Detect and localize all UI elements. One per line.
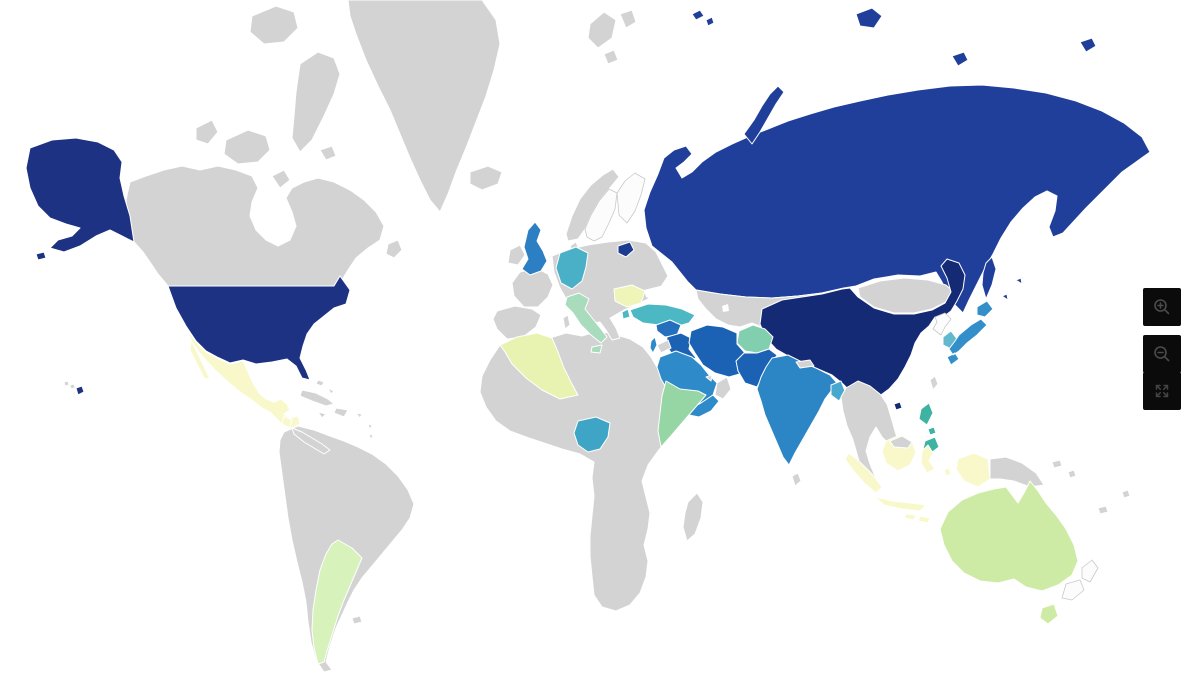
country-france[interactable] bbox=[511, 267, 554, 308]
country-yemen[interactable] bbox=[688, 394, 720, 418]
country-guatemala[interactable] bbox=[281, 415, 293, 429]
country-china[interactable] bbox=[759, 258, 966, 411]
russia-arctic-islands bbox=[691, 7, 1097, 301]
svalbard-islands bbox=[587, 9, 637, 65]
country-north-korea[interactable] bbox=[932, 312, 952, 336]
fullscreen-icon bbox=[1151, 380, 1173, 402]
country-russia[interactable] bbox=[643, 84, 1151, 314]
pacific-islands bbox=[1097, 489, 1131, 515]
country-canada[interactable] bbox=[125, 165, 403, 287]
country-somalia[interactable] bbox=[657, 380, 707, 448]
caribbean-islands bbox=[299, 379, 374, 441]
country-east-malaysia[interactable] bbox=[889, 435, 913, 449]
country-turkey[interactable] bbox=[621, 303, 696, 328]
country-iceland[interactable] bbox=[469, 165, 503, 191]
country-papua-new-guinea[interactable] bbox=[989, 456, 1077, 488]
country-taiwan[interactable] bbox=[929, 375, 939, 391]
country-finland[interactable] bbox=[616, 172, 646, 224]
country-ireland[interactable] bbox=[507, 244, 526, 266]
country-usa[interactable] bbox=[25, 137, 351, 396]
country-sweden[interactable] bbox=[584, 188, 618, 242]
country-nepal[interactable] bbox=[795, 359, 815, 369]
country-africa-block[interactable] bbox=[479, 330, 707, 612]
zoom-in-icon bbox=[1151, 296, 1173, 318]
arctic-archipelago bbox=[195, 5, 341, 189]
country-sardinia bbox=[562, 314, 571, 330]
country-greenland[interactable] bbox=[347, 0, 501, 213]
country-jordan[interactable] bbox=[656, 339, 672, 354]
zoom-out-button[interactable] bbox=[1143, 335, 1181, 373]
country-italy[interactable] bbox=[564, 292, 608, 354]
country-spain[interactable] bbox=[492, 305, 542, 340]
fullscreen-button[interactable] bbox=[1143, 372, 1181, 410]
country-uk[interactable] bbox=[521, 221, 548, 276]
zoom-out-icon bbox=[1151, 343, 1173, 365]
country-romania[interactable] bbox=[613, 284, 646, 308]
country-sri-lanka[interactable] bbox=[791, 472, 802, 487]
country-argentina[interactable] bbox=[311, 539, 363, 665]
country-mexico[interactable] bbox=[185, 327, 301, 429]
country-indonesia[interactable] bbox=[844, 434, 991, 524]
country-oman[interactable] bbox=[705, 374, 732, 400]
country-new-zealand[interactable] bbox=[1061, 559, 1099, 601]
country-nigeria[interactable] bbox=[573, 416, 611, 453]
central-america bbox=[291, 427, 331, 455]
country-algeria[interactable] bbox=[499, 332, 579, 400]
country-madagascar[interactable] bbox=[682, 492, 704, 542]
country-australia[interactable] bbox=[939, 480, 1079, 625]
country-japan[interactable] bbox=[946, 300, 994, 366]
country-philippines[interactable] bbox=[918, 402, 940, 454]
country-israel[interactable] bbox=[649, 336, 658, 354]
zoom-in-button[interactable] bbox=[1143, 288, 1181, 326]
aral-sea bbox=[722, 304, 729, 312]
black-sea bbox=[644, 286, 688, 303]
country-norway[interactable] bbox=[565, 168, 620, 242]
hawaii-small-islands bbox=[63, 380, 76, 390]
country-estonia[interactable] bbox=[617, 241, 635, 258]
country-india[interactable] bbox=[756, 354, 838, 466]
country-germany[interactable] bbox=[555, 246, 589, 290]
indochina-block bbox=[840, 380, 899, 481]
